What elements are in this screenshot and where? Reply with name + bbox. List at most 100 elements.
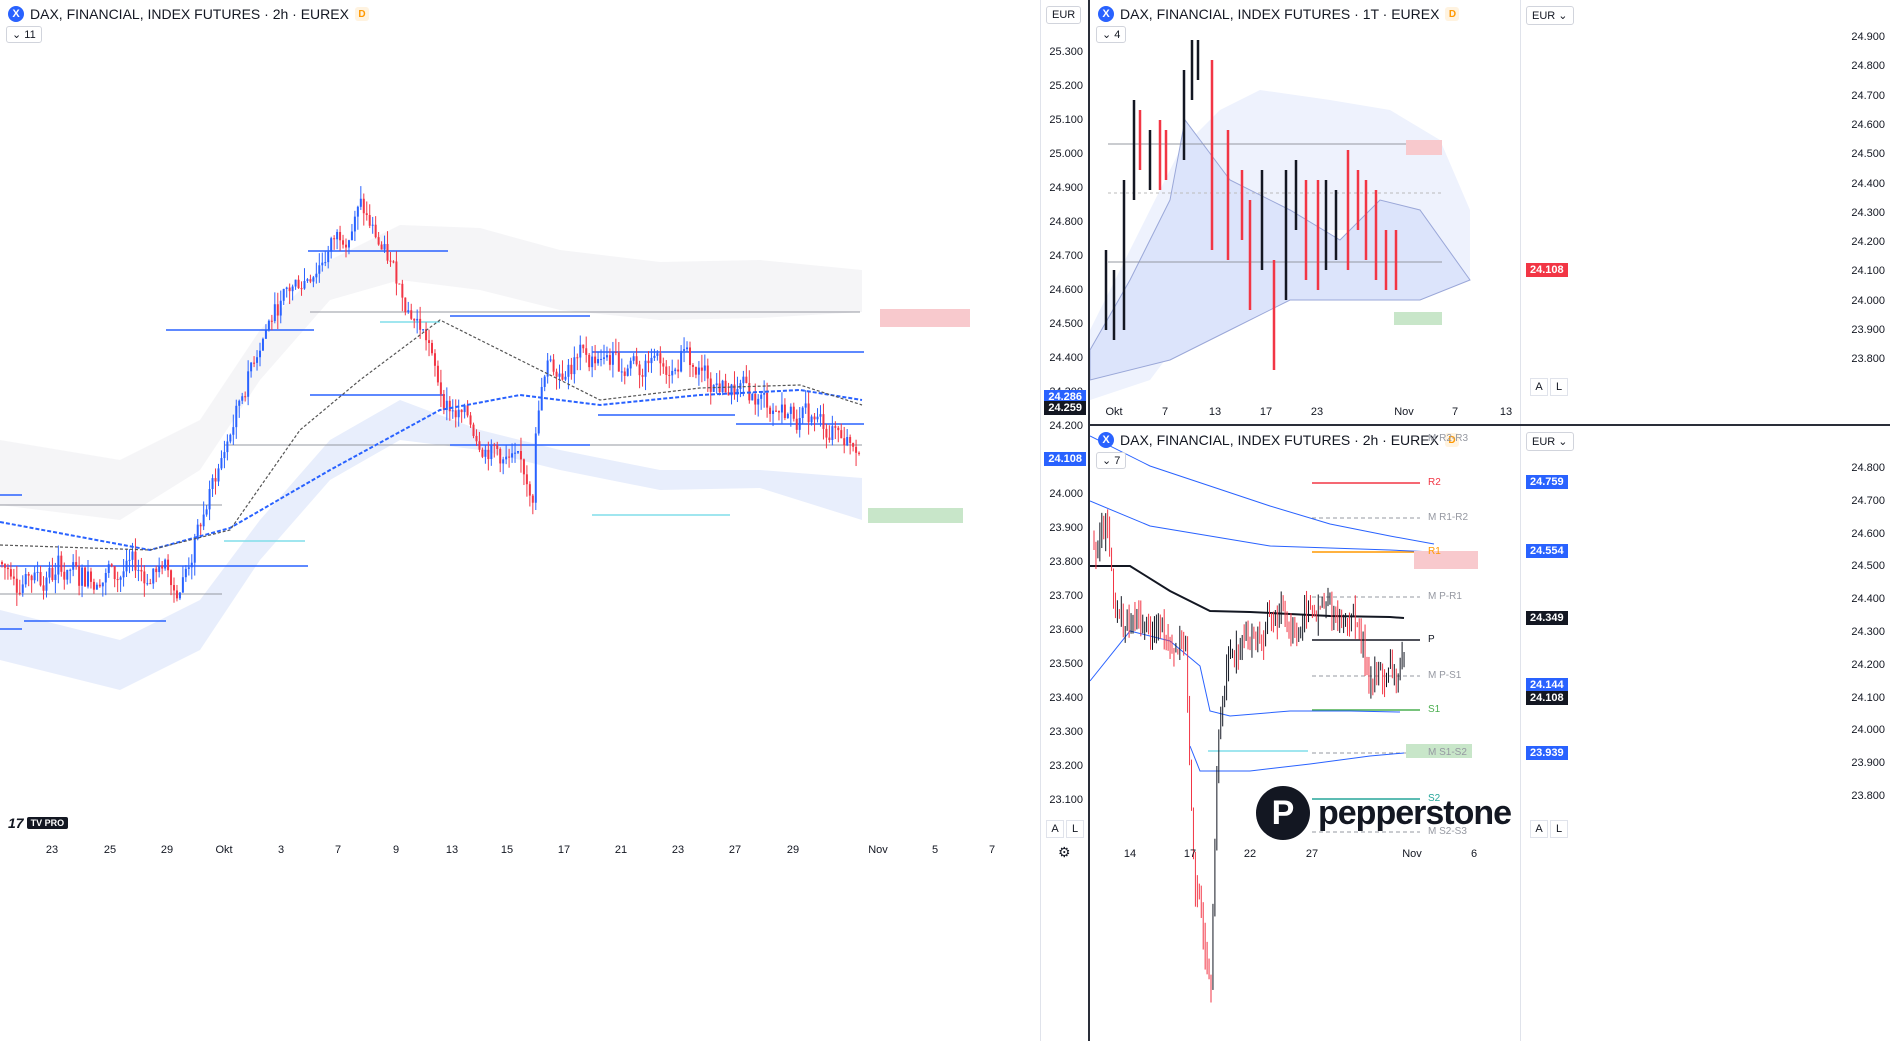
delayed-data-badge[interactable]: D [354,7,369,21]
candle-body [404,297,407,313]
time-axis-label: 23 [671,844,685,856]
time-axis[interactable]: 14 17 22 27 Nov 6 [1090,844,1520,864]
daily-chart-pane[interactable]: X DAX, FINANCIAL, INDEX FUTURES · 1T · E… [1090,0,1890,426]
candle-body [478,441,481,450]
candle-body [689,347,691,365]
candle-body [588,354,591,368]
candle-body [125,560,128,572]
candle-body [769,407,772,414]
main-chart-header: X DAX, FINANCIAL, INDEX FUTURES · 2h · E… [8,6,369,22]
indicator-collapse-button[interactable]: ⌄ 4 [1096,26,1127,43]
auto-scale-button[interactable]: A [1530,378,1548,396]
candle-body [330,238,333,252]
pivot-price-chart[interactable] [1090,426,1890,1041]
candle-body [611,351,614,365]
candle-body [754,393,757,405]
pivot-label: P [1428,634,1435,645]
candle-body [454,410,457,418]
log-scale-button[interactable]: L [1066,820,1084,838]
pivot-chart-title[interactable]: DAX, FINANCIAL, INDEX FUTURES · 2h · EUR… [1120,432,1439,448]
candle-body [383,244,386,250]
candle-body [445,400,448,410]
candle-body [178,592,181,599]
candle-body [683,349,686,351]
price-axis-label: 25.200 [1049,80,1083,92]
time-axis[interactable]: 23 25 29 Okt 3 7 9 13 15 17 21 23 27 29 Nov 5 7 [0,840,1040,864]
log-scale-button[interactable]: L [1550,820,1568,838]
candle-body [267,320,270,331]
main-chart-title[interactable]: DAX, FINANCIAL, INDEX FUTURES · 2h · EUR… [30,6,349,22]
candle-body [342,240,345,245]
daily-chart-header: X DAX, FINANCIAL, INDEX FUTURES · 1T · E… [1098,6,1460,22]
main-chart-pane[interactable]: X DAX, FINANCIAL, INDEX FUTURES · 2h · E… [0,0,1090,1041]
candle-body [656,353,659,356]
candle-body [377,237,380,245]
auto-scale-button[interactable]: A [1046,820,1064,838]
pro-badge: TV PRO [26,817,69,829]
price-axis[interactable]: 25.300 25.200 25.100 25.000 24.900 24.800 24.7… [1040,0,1088,1041]
candle-body [739,383,742,390]
candle-body [668,374,671,376]
main-price-chart[interactable] [0,0,1088,1041]
currency-button[interactable]: EUR ⌄ [1526,432,1574,451]
currency-button[interactable]: EUR ⌄ [1526,6,1574,25]
time-axis[interactable]: Okt 7 13 17 23 Nov 7 13 [1090,402,1520,422]
currency-button[interactable]: EUR [1046,6,1082,24]
price-axis-label: 23.400 [1049,692,1083,704]
candle-body [18,592,21,594]
candle-body [810,416,813,423]
candle-body [261,338,264,351]
support-zone [1394,312,1442,325]
time-axis-label: 13 [445,844,459,856]
price-axis-label: 23.200 [1049,760,1083,772]
daily-chart-title[interactable]: DAX, FINANCIAL, INDEX FUTURES · 1T · EUR… [1120,6,1440,22]
pivot-chart-pane[interactable]: X DAX, FINANCIAL, INDEX FUTURES · 2h · E… [1090,426,1890,1041]
price-tag-last: 24.108 [1526,263,1568,277]
candle-body [552,359,555,372]
daily-cloud [1090,118,1471,381]
price-axis-label: 24.900 [1049,182,1083,194]
candle-body [721,380,724,393]
price-axis-label: 23.800 [1049,556,1083,568]
candle-body [359,198,362,207]
indicator-collapse-button[interactable]: ⌄ 7 [1096,452,1127,469]
indicator-count: 11 [24,29,36,41]
price-axis-label: 24.700 [1049,250,1083,262]
log-scale-button[interactable]: L [1550,378,1568,396]
candle-body [442,394,445,410]
candle-body [143,571,146,584]
candle-body [173,585,175,591]
daily-price-chart[interactable] [1090,0,1890,424]
price-axis-label: 24.200 [1851,658,1885,671]
time-axis-label: 23 [45,844,59,856]
candle-body [345,244,347,248]
time-axis-label: 29 [160,844,174,856]
indicator-collapse-button[interactable]: ⌄ 11 [6,26,42,43]
delayed-data-badge[interactable]: D [1445,7,1460,21]
price-axis[interactable]: 24.900 24.800 24.700 24.600 24.500 24.400 24.3… [1520,0,1890,424]
candle-body [775,410,777,412]
candle-body [766,392,769,408]
tradingview-logo[interactable]: 17 TV PRO [8,815,69,831]
candle-body [567,364,570,377]
settings-gear-icon[interactable]: ⚙ [1058,844,1071,860]
price-axis-label: 23.800 [1851,353,1885,366]
candle-body [336,231,339,240]
candle-body [282,288,285,301]
candle-body [490,444,493,460]
candle-body [522,459,525,475]
symbol-logo-icon: X [1098,432,1114,448]
delayed-data-badge[interactable]: D [1444,433,1459,447]
candle-body [264,330,267,339]
price-axis-label: 24.700 [1851,89,1885,102]
price-axis-label: 24.100 [1851,691,1885,704]
candle-body [594,356,597,364]
candle-body [600,358,603,360]
candle-body [27,574,30,576]
price-axis[interactable]: 24.800 24.700 24.600 24.500 24.400 24.300 24.2… [1520,426,1890,1041]
candle-body [757,398,760,405]
auto-scale-button[interactable]: A [1530,820,1548,838]
price-axis-label: 24.800 [1851,462,1885,474]
candle-body [558,373,561,377]
candle-body [291,286,294,292]
